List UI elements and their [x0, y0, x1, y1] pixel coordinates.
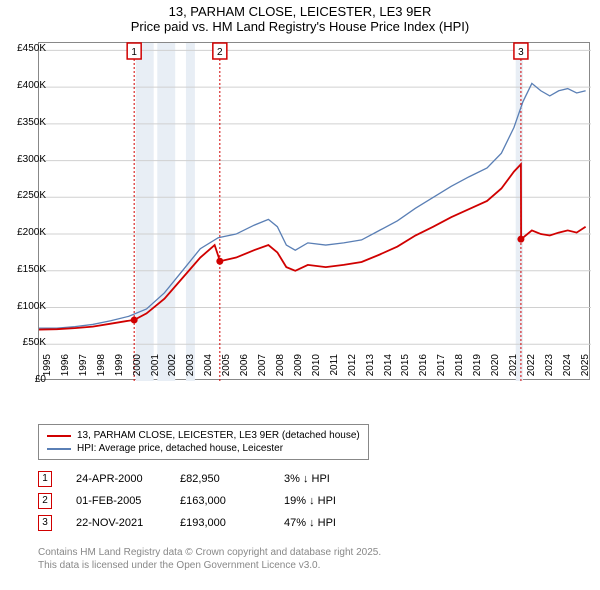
x-axis-label: 2005 — [221, 354, 232, 384]
x-axis-label: 2019 — [472, 354, 483, 384]
y-axis-label: £50K — [6, 337, 46, 348]
chart-titles: 13, PARHAM CLOSE, LEICESTER, LE3 9ER Pri… — [0, 0, 600, 36]
recession-shade — [186, 43, 195, 381]
x-axis-label: 2008 — [275, 354, 286, 384]
sales-row-price: £163,000 — [180, 495, 260, 507]
sale-dot — [216, 258, 223, 265]
x-axis-label: 1995 — [42, 354, 53, 384]
sales-row-price: £193,000 — [180, 517, 260, 529]
x-axis-label: 2021 — [508, 354, 519, 384]
legend-swatch — [47, 435, 71, 437]
y-axis-label: £200K — [6, 227, 46, 238]
x-axis-label: 2025 — [580, 354, 591, 384]
y-axis-label: £100K — [6, 301, 46, 312]
x-axis-label: 2014 — [383, 354, 394, 384]
x-axis-label: 2002 — [167, 354, 178, 384]
title-line-1: 13, PARHAM CLOSE, LEICESTER, LE3 9ER — [0, 4, 600, 19]
recession-shade — [157, 43, 175, 381]
legend-swatch — [47, 448, 71, 450]
sales-row-marker: 1 — [38, 471, 52, 487]
sales-row-marker: 3 — [38, 515, 52, 531]
legend-item: 13, PARHAM CLOSE, LEICESTER, LE3 9ER (de… — [47, 429, 360, 442]
sale-marker-number: 3 — [518, 47, 524, 58]
sale-dot — [131, 317, 138, 324]
x-axis-label: 2000 — [132, 354, 143, 384]
series-hpi — [39, 83, 586, 328]
sale-marker-number: 2 — [217, 47, 223, 58]
sales-row-delta: 19% ↓ HPI — [284, 495, 364, 507]
sales-row: 3 22-NOV-2021 £193,000 47% ↓ HPI — [38, 512, 364, 534]
x-axis-label: 2006 — [239, 354, 250, 384]
footer-line-1: Contains HM Land Registry data © Crown c… — [38, 546, 381, 559]
sales-row: 2 01-FEB-2005 £163,000 19% ↓ HPI — [38, 490, 364, 512]
sale-marker-number: 1 — [131, 47, 137, 58]
x-axis-label: 2016 — [418, 354, 429, 384]
y-axis-label: £150K — [6, 264, 46, 275]
x-axis-label: 2009 — [293, 354, 304, 384]
x-axis-label: 2007 — [257, 354, 268, 384]
sales-row-delta: 3% ↓ HPI — [284, 473, 364, 485]
x-axis-label: 2010 — [311, 354, 322, 384]
sales-row-marker: 2 — [38, 493, 52, 509]
x-axis-label: 2017 — [436, 354, 447, 384]
y-axis-label: £0 — [6, 374, 46, 385]
y-axis-label: £450K — [6, 43, 46, 54]
sale-dot — [517, 236, 524, 243]
sales-row-date: 22-NOV-2021 — [76, 517, 156, 529]
y-axis-label: £250K — [6, 190, 46, 201]
sales-row: 1 24-APR-2000 £82,950 3% ↓ HPI — [38, 468, 364, 490]
legend-item: HPI: Average price, detached house, Leic… — [47, 442, 360, 455]
x-axis-label: 2003 — [185, 354, 196, 384]
x-axis-label: 2004 — [203, 354, 214, 384]
x-axis-label: 2022 — [526, 354, 537, 384]
x-axis-label: 1997 — [78, 354, 89, 384]
x-axis-label: 2024 — [562, 354, 573, 384]
footer-line-2: This data is licensed under the Open Gov… — [38, 559, 381, 572]
x-axis-label: 1999 — [114, 354, 125, 384]
legend-label: HPI: Average price, detached house, Leic… — [77, 443, 283, 454]
sales-table: 1 24-APR-2000 £82,950 3% ↓ HPI 2 01-FEB-2005 £… — [38, 468, 364, 534]
footer-attribution: Contains HM Land Registry data © Crown c… — [38, 546, 381, 572]
y-axis-label: £350K — [6, 117, 46, 128]
chart-plot-area: 1 2 3 — [38, 42, 590, 380]
chart-legend: 13, PARHAM CLOSE, LEICESTER, LE3 9ER (de… — [38, 424, 369, 460]
sales-row-date: 24-APR-2000 — [76, 473, 156, 485]
y-axis-label: £300K — [6, 154, 46, 165]
chart-svg: 1 2 3 — [39, 43, 589, 379]
recession-shade — [136, 43, 154, 381]
x-axis-label: 2001 — [150, 354, 161, 384]
x-axis-label: 2012 — [347, 354, 358, 384]
x-axis-label: 2023 — [544, 354, 555, 384]
x-axis-label: 2018 — [454, 354, 465, 384]
sales-row-price: £82,950 — [180, 473, 260, 485]
x-axis-label: 2011 — [329, 354, 340, 384]
legend-label: 13, PARHAM CLOSE, LEICESTER, LE3 9ER (de… — [77, 430, 360, 441]
x-axis-label: 2013 — [365, 354, 376, 384]
y-axis-label: £400K — [6, 80, 46, 91]
x-axis-label: 1998 — [96, 354, 107, 384]
x-axis-label: 2015 — [400, 354, 411, 384]
x-axis-label: 1996 — [60, 354, 71, 384]
title-line-2: Price paid vs. HM Land Registry's House … — [0, 19, 600, 34]
sales-row-date: 01-FEB-2005 — [76, 495, 156, 507]
x-axis-label: 2020 — [490, 354, 501, 384]
series-price_paid — [39, 164, 586, 329]
sales-row-delta: 47% ↓ HPI — [284, 517, 364, 529]
